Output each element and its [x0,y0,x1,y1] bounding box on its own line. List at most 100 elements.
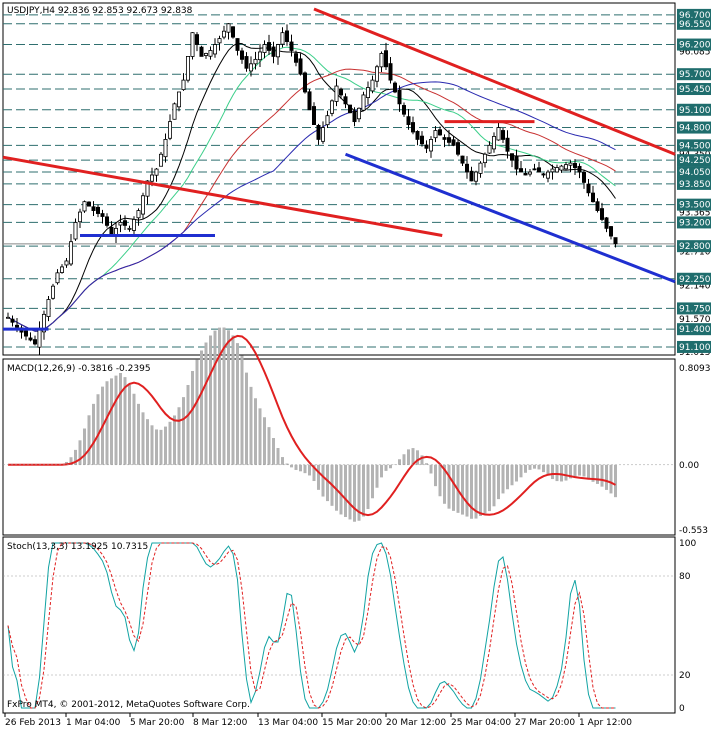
price-level-tag [677,177,711,190]
moving-average-line [7,42,616,332]
moving-average-line [7,81,616,332]
price-panel[interactable]: USDJPY,H4 92.836 92.853 92.673 92.838 96… [2,2,711,358]
candle-body [280,32,285,45]
price-level-label: 96.200 [679,41,711,51]
candle-body [64,260,69,266]
candle-body [604,217,609,229]
candle-body [541,173,546,176]
candle-body [176,91,181,108]
candle-body [100,213,105,217]
stochastic-panel[interactable]: Stoch(13,3,3) 13.1925 10.7315 FxPro MT4,… [2,536,696,714]
candle-body [555,167,560,173]
candle-body [239,50,244,60]
stochastic-header: Stoch(13,3,3) 13.1925 10.7315 [7,542,148,552]
price-level-tag [677,68,711,81]
candle-body [208,50,213,57]
price-level-label: 94.500 [679,141,711,151]
candle-body [609,226,614,237]
candle-body [51,285,56,299]
candle-body [131,219,136,231]
candle-body [343,96,348,105]
price-level-tag [677,103,711,116]
candle-body [136,210,141,219]
price-level-tag [677,139,711,152]
candle-body [190,32,195,57]
candle-body [73,222,78,240]
candle-body [127,227,132,230]
time-tick-label: 15 Mar 20:00 [322,718,382,728]
candle-body [361,94,366,111]
candle-body [442,137,447,140]
trend-lines[interactable] [2,7,676,331]
candle-body [352,110,357,123]
price-panel-frame [2,2,676,356]
candle-body [60,266,65,273]
candle-body [559,165,564,171]
candle-body [469,170,474,182]
macd-axis: 0.8093 0.00 -0.553 [3,364,711,536]
candle-body [505,137,510,152]
candle-body [573,163,578,168]
macd-tick-label: 0.8093 [679,364,711,374]
price-level-label: 93.200 [679,218,711,228]
candle-body [428,139,433,152]
moving-average-line [7,46,616,332]
candle-body [564,164,569,170]
candle-body [145,180,150,197]
candle-body [69,241,74,265]
candle-body [167,121,172,139]
candle-body [410,122,415,133]
stochastic-main-line [7,542,616,709]
price-level-tag [677,121,711,134]
candle-body [519,168,524,173]
price-tick-label: 91.015 [679,348,711,358]
candle-body [437,129,442,136]
price-level-tag [677,272,711,285]
macd-tick-label: -0.553 [679,526,708,536]
price-level-label: 96.700 [679,11,711,21]
price-level-label: 94.250 [679,156,711,166]
candle-body [96,206,101,214]
macd-tick-label: 0.00 [679,461,699,471]
candle-body [33,339,38,345]
price-level-label: 95.700 [679,70,711,80]
trend-red-2 [313,7,676,156]
candle-body [289,41,294,51]
macd-panel[interactable]: MACD(12,26,9) -0.3816 -0.2395 0.8093 0.00… [2,327,711,536]
moving-averages [7,42,616,332]
candle-body [455,142,460,155]
candle-body [537,167,542,173]
candle-body [262,44,267,53]
candle-body [433,130,438,139]
candle-body [338,88,343,96]
candle-body [401,105,406,115]
candle-body [316,124,321,140]
candle-body [491,136,496,150]
candle-body [509,153,514,161]
stochastic-tick-label: 20 [679,671,691,681]
candle-body [478,162,483,174]
stochastic-tick-label: 0 [679,704,685,714]
time-tick-label: 20 Mar 12:00 [386,718,446,728]
time-tick-label: 1 Apr 12:00 [579,718,632,728]
candle-body [28,337,33,341]
trend-blue-3 [344,152,676,284]
candle-body [293,53,298,63]
candle-body [334,85,339,102]
price-level-label: 91.750 [679,304,711,314]
candle-body [320,127,325,142]
candle-body [78,211,83,223]
price-tick-label: 91.570 [679,315,711,325]
candle-body [82,201,87,212]
price-level-label: 94.050 [679,168,711,178]
price-level-tag [677,302,711,315]
candle-body [87,201,92,207]
candle-body [311,106,316,125]
price-tick-label: 92.710 [679,247,711,257]
candle-body [482,153,487,164]
price-level-label: 92.800 [679,242,711,252]
price-levels [3,14,675,348]
candle-body [172,103,177,120]
candle-body [302,72,307,93]
